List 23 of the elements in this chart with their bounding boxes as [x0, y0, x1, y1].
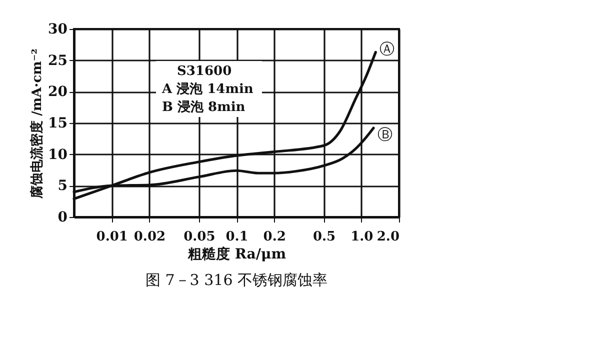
y-tick-label: 25 — [48, 52, 68, 69]
x-axis-title: 粗糙度 Ra/μm — [186, 246, 286, 262]
y-tick-label: 30 — [48, 22, 68, 38]
annotation: S31600 — [177, 64, 232, 79]
x-tick-label: 0.1 — [226, 230, 248, 244]
x-tick-label: 0.05 — [184, 230, 216, 244]
y-tick-label: 15 — [48, 116, 68, 132]
series-label: Ⓑ — [378, 125, 393, 144]
text: 图 7－3 316 不锈钢腐蚀率 — [145, 271, 328, 289]
x-tick-label: 0.5 — [312, 230, 336, 244]
y-tick-label: 5 — [58, 178, 68, 194]
series-label: Ⓐ — [380, 40, 395, 58]
y-tick-label: 20 — [48, 84, 68, 100]
x-tick-label: 2.0 — [376, 230, 400, 244]
x-tick-label: 0.2 — [263, 230, 286, 244]
x-tick-label: 0.02 — [134, 230, 166, 244]
x-tick-label: 0.01 — [96, 230, 128, 244]
y-tick-label: 0 — [58, 210, 68, 226]
annotation: A 浸泡 14min — [161, 82, 254, 97]
annotation: B 浸泡 8min — [162, 100, 246, 115]
y-axis-title: 腐蚀电流密度 /mA·cm⁻² — [29, 48, 46, 200]
x-tick-label: 1.0 — [350, 230, 374, 244]
y-tick-label: 10 — [48, 146, 68, 163]
